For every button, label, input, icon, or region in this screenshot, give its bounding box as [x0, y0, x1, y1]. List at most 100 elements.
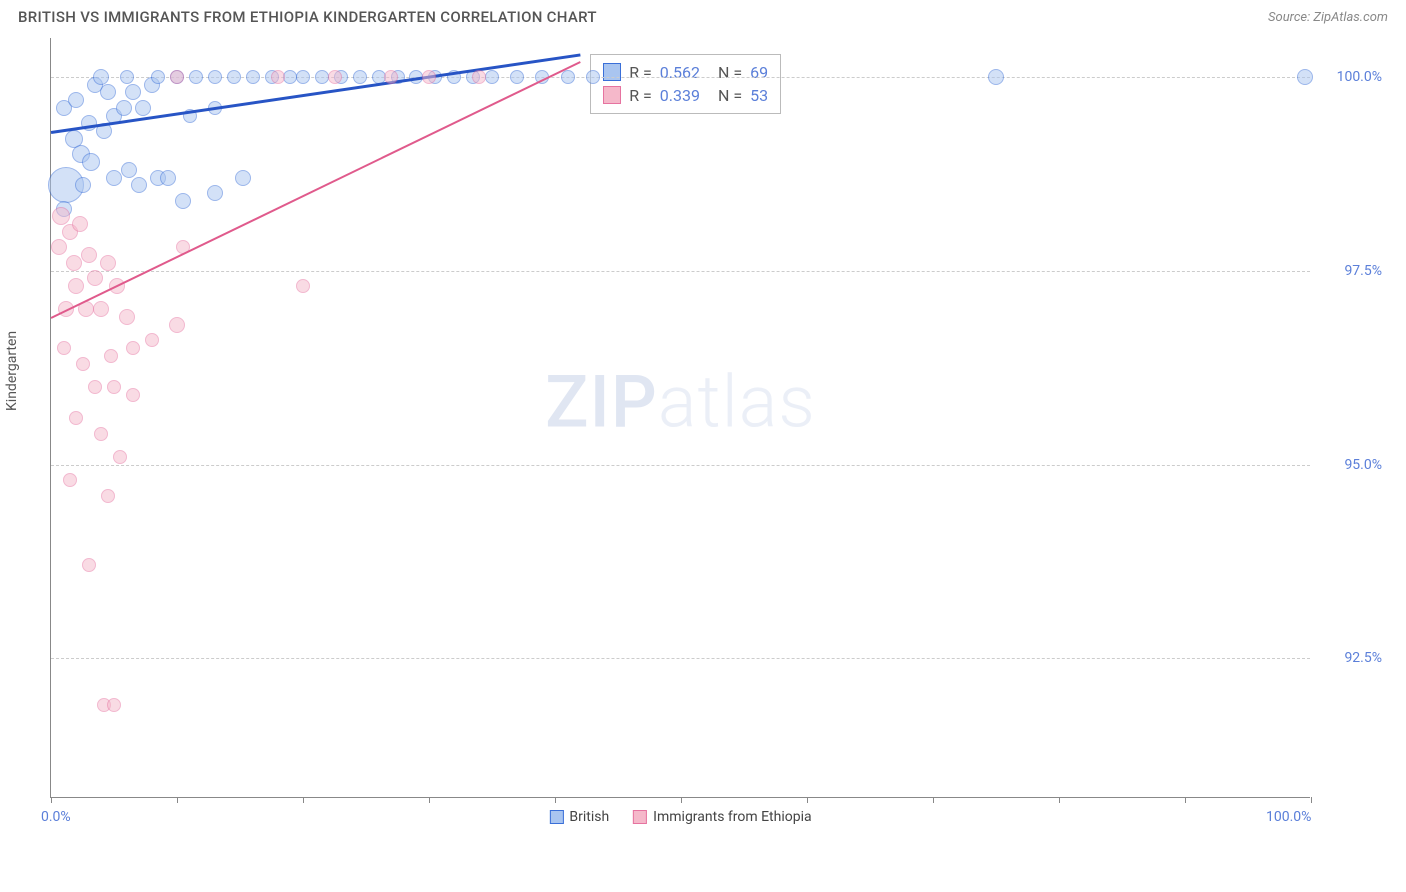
- data-point: [586, 70, 600, 84]
- legend-n-label: N =: [718, 86, 742, 105]
- x-tick: [933, 797, 934, 803]
- data-point: [227, 70, 241, 84]
- data-point: [208, 70, 222, 84]
- x-tick: [1185, 797, 1186, 803]
- data-point: [93, 69, 109, 85]
- legend-r-value: 0.562: [660, 63, 700, 82]
- data-point: [68, 92, 84, 108]
- data-point: [57, 341, 71, 355]
- gridline: [51, 271, 1310, 272]
- data-point: [113, 450, 127, 464]
- data-point: [296, 70, 310, 84]
- data-point: [107, 698, 121, 712]
- data-point: [151, 70, 165, 84]
- x-tick: [429, 797, 430, 803]
- data-point: [160, 170, 176, 186]
- x-tick: [681, 797, 682, 803]
- x-tick-label: 100.0%: [1266, 809, 1311, 825]
- data-point: [104, 349, 118, 363]
- data-point: [76, 357, 90, 371]
- legend-row: R = 0.339 N = 53: [603, 84, 768, 107]
- x-tick: [1311, 797, 1312, 803]
- data-point: [246, 70, 260, 84]
- x-tick: [1059, 797, 1060, 803]
- data-point: [52, 207, 70, 225]
- series-legend: British Immigrants from Ethiopia: [549, 809, 811, 825]
- legend-swatch: [603, 63, 621, 81]
- plot-area: ZIPatlas R = 0.562N = 69R = 0.339N = 53 …: [50, 38, 1310, 798]
- data-point: [561, 70, 575, 84]
- data-point: [422, 70, 436, 84]
- data-point: [1297, 69, 1313, 85]
- data-point: [169, 317, 185, 333]
- data-point: [131, 177, 147, 193]
- legend-r-value: 0.339: [660, 86, 700, 105]
- legend-n-value: 69: [750, 63, 768, 82]
- data-point: [485, 70, 499, 84]
- x-tick: [807, 797, 808, 803]
- watermark-prefix: ZIP: [545, 360, 658, 445]
- data-point: [69, 411, 83, 425]
- chart-header: BRITISH VS IMMIGRANTS FROM ETHIOPIA KIND…: [0, 0, 1406, 30]
- legend-n-value: 53: [750, 86, 768, 105]
- data-point: [87, 270, 103, 286]
- x-tick: [303, 797, 304, 803]
- data-point: [81, 115, 97, 131]
- y-tick-label: 100.0%: [1337, 69, 1382, 85]
- data-point: [107, 380, 121, 394]
- legend-label: Immigrants from Ethiopia: [653, 809, 811, 825]
- data-point: [189, 70, 203, 84]
- y-tick-label: 97.5%: [1344, 263, 1382, 279]
- data-point: [296, 279, 310, 293]
- stats-legend: R = 0.562N = 69R = 0.339N = 53: [590, 54, 781, 114]
- data-point: [125, 84, 141, 100]
- data-point: [126, 388, 140, 402]
- x-tick: [51, 797, 52, 803]
- data-point: [75, 177, 91, 193]
- data-point: [328, 70, 342, 84]
- data-point: [510, 70, 524, 84]
- data-point: [93, 301, 109, 317]
- data-point: [51, 239, 67, 255]
- data-point: [100, 255, 116, 271]
- legend-swatch: [633, 810, 647, 824]
- gridline: [51, 465, 1310, 466]
- data-point: [175, 193, 191, 209]
- data-point: [235, 170, 251, 186]
- legend-r-label: R =: [629, 63, 652, 82]
- y-tick-label: 95.0%: [1344, 457, 1382, 473]
- data-point: [120, 70, 134, 84]
- data-point: [988, 69, 1004, 85]
- data-point: [207, 185, 223, 201]
- data-point: [82, 558, 96, 572]
- data-point: [353, 70, 367, 84]
- data-point: [63, 473, 77, 487]
- data-point: [88, 380, 102, 394]
- legend-r-label: R =: [629, 86, 652, 105]
- data-point: [116, 100, 132, 116]
- chart-container: Kindergarten ZIPatlas R = 0.562N = 69R =…: [50, 38, 1390, 828]
- y-tick-label: 92.5%: [1344, 650, 1382, 666]
- data-point: [94, 427, 108, 441]
- data-point: [81, 247, 97, 263]
- data-point: [82, 153, 100, 171]
- data-point: [135, 100, 151, 116]
- data-point: [145, 333, 159, 347]
- data-point: [384, 70, 398, 84]
- chart-title: BRITISH VS IMMIGRANTS FROM ETHIOPIA KIND…: [18, 8, 597, 26]
- x-tick-label: 0.0%: [41, 809, 71, 825]
- data-point: [121, 162, 137, 178]
- x-tick: [555, 797, 556, 803]
- data-point: [106, 170, 122, 186]
- data-point: [126, 341, 140, 355]
- data-point: [170, 70, 184, 84]
- watermark-suffix: atlas: [658, 360, 816, 445]
- watermark: ZIPatlas: [545, 360, 816, 445]
- legend-item: British: [549, 809, 609, 825]
- legend-swatch: [549, 810, 563, 824]
- legend-row: R = 0.562N = 69: [603, 61, 768, 84]
- legend-swatch: [603, 86, 621, 104]
- data-point: [72, 216, 88, 232]
- y-axis-title: Kindergarten: [4, 331, 20, 411]
- data-point: [472, 70, 486, 84]
